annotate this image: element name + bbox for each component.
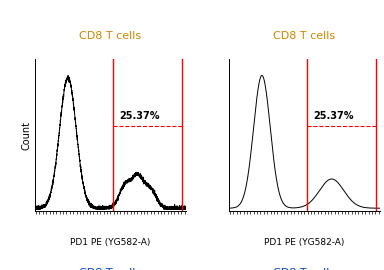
Text: 25.37%: 25.37% [313,111,354,121]
Text: CD8 T cells: CD8 T cells [273,268,336,270]
Text: CD8 T cells: CD8 T cells [79,31,141,41]
Text: CD8 T cells: CD8 T cells [273,31,336,41]
Y-axis label: Count: Count [22,120,32,150]
Text: PD1 PE (YG582-A): PD1 PE (YG582-A) [70,238,151,247]
Text: 25.37%: 25.37% [119,111,160,121]
Text: PD1 PE (YG582-A): PD1 PE (YG582-A) [264,238,344,247]
Text: CD8 T cells: CD8 T cells [79,268,141,270]
